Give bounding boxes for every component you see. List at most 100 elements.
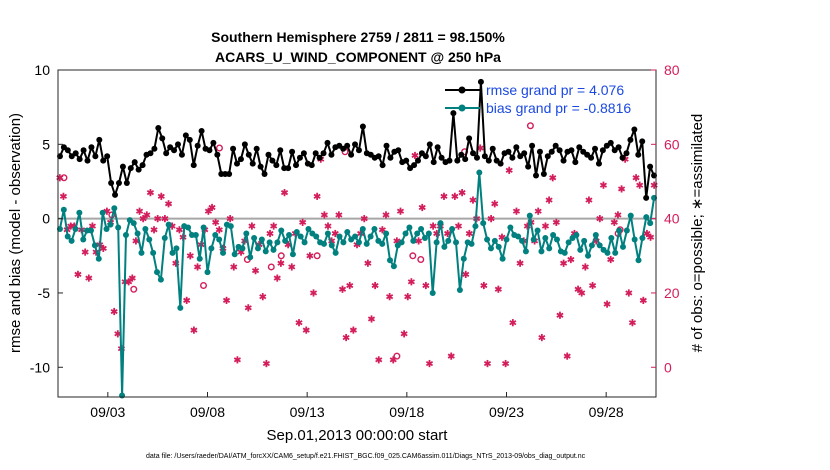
obs-assimilated-marker <box>154 215 162 223</box>
bias-point <box>519 237 526 244</box>
bias-point <box>418 226 425 233</box>
obs-assimilated-marker <box>302 326 310 334</box>
y-left-tick-label: 10 <box>34 62 50 78</box>
bias-point <box>577 246 584 253</box>
rmse-point <box>257 163 264 170</box>
rmse-point <box>277 147 284 154</box>
rmse-point <box>261 171 268 178</box>
obs-assimilated-stroke <box>222 297 231 303</box>
plot-frame <box>57 69 657 398</box>
obs-assimilated-marker <box>139 215 147 223</box>
obs-assimilated-stroke <box>545 197 553 203</box>
obs-assimilated-stroke <box>552 219 560 225</box>
rmse-point <box>64 147 71 154</box>
rmse-point <box>147 150 154 157</box>
rmse-point <box>84 157 91 164</box>
bias-point <box>150 249 157 256</box>
obs-assimilated-marker <box>125 278 133 286</box>
obs-assimilated-marker <box>462 270 470 278</box>
obs-assimilated-stroke <box>175 227 183 233</box>
bias-point <box>324 230 331 237</box>
obs-assimilated-stroke <box>625 290 633 296</box>
obs-assimilated-marker <box>150 226 158 234</box>
obs-assimilated-marker <box>643 229 651 238</box>
rmse-point <box>285 165 292 172</box>
bias-point <box>297 233 304 240</box>
obs-assimilated-stroke <box>215 227 223 233</box>
rmse-point <box>352 141 359 148</box>
rmse-point <box>293 162 300 169</box>
obs-assimilated-marker <box>585 196 593 204</box>
obs-assimilated-stroke <box>259 294 267 300</box>
obs-assimilated-stroke <box>273 275 281 281</box>
obs-assimilated-marker <box>516 259 524 267</box>
rmse-point <box>182 132 189 139</box>
bias-point <box>177 304 184 311</box>
rmse-point <box>214 151 221 158</box>
bias-point <box>647 220 654 227</box>
obs-assimilated-stroke <box>567 256 575 263</box>
rmse-point <box>115 179 122 186</box>
rmse-point <box>76 156 83 163</box>
obs-assimilated-stroke <box>135 208 144 214</box>
rmse-point <box>269 157 276 164</box>
obs-assimilated-marker <box>625 289 633 297</box>
bias-point <box>526 212 533 219</box>
bias-point <box>503 236 510 243</box>
obs-assimilated-stroke <box>618 186 626 192</box>
bias-point <box>76 209 83 216</box>
bias-point <box>328 242 335 249</box>
rmse-point <box>533 172 540 179</box>
obs-assimilated-stroke <box>400 331 408 337</box>
obs-assimilated-stroke <box>306 253 314 259</box>
bias-point <box>437 220 444 227</box>
bias-point <box>243 230 250 237</box>
bias-point <box>258 236 265 243</box>
obs-assimilated-marker <box>193 263 202 271</box>
bias-point <box>270 246 277 253</box>
bias-point <box>196 255 203 262</box>
obs-assimilated-stroke <box>360 216 368 222</box>
rmse-point <box>265 151 272 158</box>
rmse-point <box>552 142 559 149</box>
rmse-point <box>300 150 307 157</box>
bias-point <box>107 221 114 228</box>
obs-assimilated-stroke <box>465 230 473 237</box>
obs-assimilated-marker <box>447 352 455 360</box>
rmse-point <box>155 124 162 131</box>
obs-assimilated-marker <box>396 207 405 215</box>
obs-assimilated-marker <box>560 259 568 267</box>
y-right-tick-label: 80 <box>664 62 680 78</box>
rmse-point <box>387 154 394 161</box>
obs-assimilated-marker <box>578 289 586 297</box>
rmse-point <box>505 148 512 155</box>
rmse-point <box>163 150 170 157</box>
obs-assimilated-marker <box>567 255 575 264</box>
obs-assimilated-stroke <box>313 193 321 199</box>
obs-assimilated-stroke <box>186 253 194 259</box>
bias-point <box>542 234 549 241</box>
obs-assimilated-marker <box>230 263 238 271</box>
chart-title-line1: Southern Hemisphere 2759 / 2811 = 98.150… <box>211 29 505 45</box>
rmse-point <box>647 163 654 170</box>
rmse-point <box>88 144 95 151</box>
obs-assimilated-marker <box>589 281 597 290</box>
chart-title-line2: ACARS_U_WIND_COMPONENT @ 250 hPa <box>215 49 501 65</box>
rmse-point <box>344 142 351 149</box>
bias-point <box>402 230 409 237</box>
obs-assimilated-stroke <box>280 190 289 196</box>
obs-assimilated-marker <box>85 274 93 282</box>
rmse-point <box>119 163 126 170</box>
obs-assimilated-stroke <box>447 353 455 359</box>
rmse-point <box>631 126 638 133</box>
obs-assimilated-stroke <box>328 238 336 244</box>
obs-assimilated-stroke <box>541 223 550 229</box>
bias-point <box>581 237 588 244</box>
bias-point <box>161 234 168 241</box>
obs-assimilated-marker <box>215 226 223 234</box>
y-left-tick-label: -10 <box>30 359 50 375</box>
rmse-point <box>190 162 197 169</box>
bias-point <box>99 209 106 216</box>
obs-assimilated-marker <box>306 252 314 260</box>
obs-possible-marker <box>277 252 285 260</box>
